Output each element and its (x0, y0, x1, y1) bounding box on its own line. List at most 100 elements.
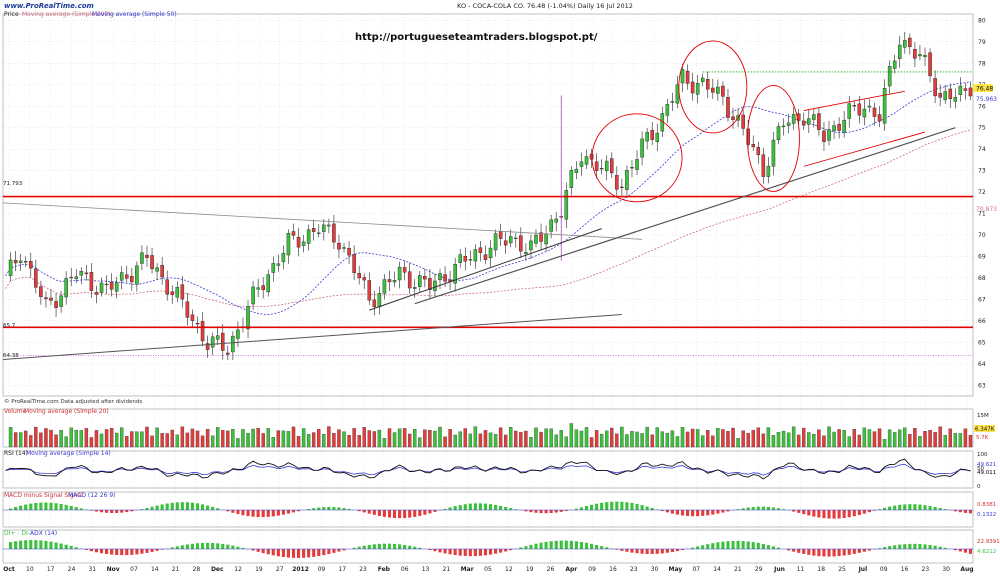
macd-bar-down (550, 510, 553, 513)
dmi-bar-up (772, 546, 775, 549)
level-label-lower: 65.7 (3, 323, 16, 329)
volume-bar-up (418, 438, 421, 447)
volume-bar-down (317, 429, 320, 447)
dmi-bar-up (762, 544, 765, 549)
macd-bar-down (964, 510, 967, 513)
x-tick-label: 17 (47, 566, 55, 573)
candle-up (893, 61, 896, 68)
y-tick-label: 74 (978, 146, 986, 153)
x-tick-label: 06 (401, 566, 409, 573)
volume-bar-up (236, 438, 239, 447)
macd-bar-up (585, 506, 588, 510)
candle-down (620, 187, 623, 188)
dmi-bar-down (676, 549, 679, 551)
dmi-bar-down (110, 549, 113, 555)
candle-down (70, 277, 73, 278)
volume-bar-up (954, 433, 957, 447)
volume-bar-up (701, 436, 704, 447)
candle-down (757, 147, 760, 155)
volume-bar-up (782, 431, 785, 447)
last-price-label: 76.48 (976, 86, 993, 93)
volume-bar-down (822, 436, 825, 447)
macd-bar-down (282, 510, 285, 515)
volume-bar-up (737, 438, 740, 447)
macd-bar-down (863, 510, 866, 514)
price-y-axis: 636465666768697071727374757677787980 (978, 17, 986, 389)
candle-down (90, 272, 93, 290)
macd-bar-down (822, 510, 825, 518)
volume-bar-up (767, 428, 770, 447)
dmi-bar-down (833, 549, 836, 556)
volume-bar-up (65, 437, 68, 447)
candle-up (75, 277, 78, 279)
macd-bar-up (646, 507, 649, 510)
macd-bar-down (807, 510, 810, 515)
candle-down (166, 280, 169, 295)
macd-bar-up (499, 506, 502, 510)
candle-down (726, 97, 729, 117)
x-tick-label: 14 (713, 566, 721, 573)
dmi-bar-down (449, 549, 452, 554)
candle-down (969, 88, 972, 96)
macd-bar-up (150, 507, 153, 510)
macd-bar-up (469, 504, 472, 510)
dmi-bar-up (206, 543, 209, 549)
candle-down (95, 292, 98, 294)
dmi-bar-down (838, 549, 841, 556)
volume-bar-down (221, 430, 224, 447)
candle-down (706, 79, 709, 89)
volume-bar-up (282, 431, 285, 447)
macd-bar-down (100, 510, 103, 512)
candle-down (939, 93, 942, 97)
candle-down (181, 285, 184, 299)
dmi-bar-up (201, 543, 204, 549)
candle-up (236, 330, 239, 339)
ma200-last-label: 70.873 (976, 206, 997, 213)
candle-up (19, 261, 22, 263)
macd-last-a: 0.8381 (977, 502, 996, 508)
candle-down (610, 159, 613, 173)
x-tick-label: 29 (755, 566, 763, 573)
candle-up (954, 97, 957, 101)
volume-bar-down (747, 433, 750, 447)
candle-up (555, 219, 558, 222)
macd-bar-up (484, 504, 487, 510)
macd-bar-up (888, 507, 891, 510)
macd-bar-up (934, 507, 937, 510)
candle-up (100, 283, 103, 293)
volume-bar-up (474, 427, 477, 447)
macd-bar-down (388, 510, 391, 518)
volume-bar-down (595, 430, 598, 447)
macd-bar-up (332, 507, 335, 510)
candle-down (822, 131, 825, 142)
x-tick-label: 09 (318, 566, 326, 573)
x-tick-label: 23 (630, 566, 638, 573)
candle-up (570, 170, 573, 188)
volume-bar-down (145, 427, 148, 447)
volume-bar-up (555, 435, 558, 447)
x-tick-label: 25 (838, 566, 846, 573)
candle-down (913, 49, 916, 58)
x-tick-label: 21 (734, 566, 742, 573)
volume-bar-down (24, 431, 27, 447)
dmi-bar-down (90, 549, 93, 551)
dmi-bar-up (726, 541, 729, 549)
volume-bar-up (241, 429, 244, 447)
macd-bar-down (853, 510, 856, 516)
volume-bar-down (408, 434, 411, 447)
dmi-bar-up (383, 544, 386, 549)
candle-up (550, 220, 553, 232)
volume-bar-up (681, 427, 684, 447)
macd-bar-up (635, 504, 638, 510)
volume-bars (9, 423, 972, 447)
dmi-bar-up (595, 545, 598, 549)
dmi-bar-down (135, 549, 138, 554)
volume-bar-down (752, 430, 755, 447)
macd-bar-down (716, 510, 719, 514)
dmi-bar-down (807, 549, 810, 555)
volume-bar-down (388, 429, 391, 447)
dmi-bar-down (332, 549, 335, 553)
dmi-bar-up (565, 541, 568, 549)
macd-bar-up (14, 507, 17, 510)
macd-bar-down (105, 510, 108, 513)
